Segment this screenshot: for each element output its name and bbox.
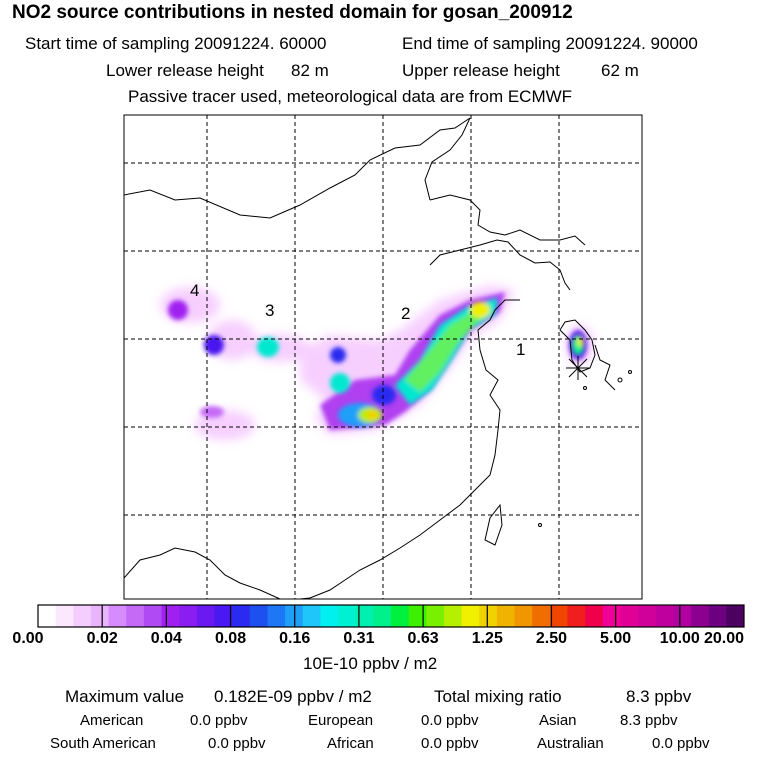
colorbar-cell — [320, 605, 339, 627]
colorbar — [37, 604, 745, 628]
colorbar-cell — [602, 605, 621, 627]
region-name-asian: Asian — [539, 712, 577, 729]
upper-release-value: 62 m — [601, 61, 639, 80]
colorbar-cell — [179, 605, 198, 627]
region-name-australian: Australian — [537, 735, 604, 752]
colorbar-tick-label: 0.16 — [279, 630, 311, 647]
map-border — [123, 114, 643, 600]
colorbar-cell — [638, 605, 657, 627]
region-name-european: European — [308, 712, 374, 729]
colorbar-cell — [108, 605, 127, 627]
colorbar-cell — [691, 605, 710, 627]
colorbar-tick-label: 1.25 — [471, 630, 503, 647]
colorbar-cell — [726, 605, 745, 627]
colorbar-cell — [426, 605, 445, 627]
colorbar-cell — [302, 605, 321, 627]
max-value-label: Maximum value — [65, 687, 185, 706]
colorbar-cell — [355, 605, 374, 627]
end-time-label: End time of sampling 20091224. 90000 — [402, 34, 698, 53]
colorbar-cell — [143, 605, 163, 627]
map-plot: 4 3 2 1 — [123, 114, 643, 600]
region-value-south-american: 0.0 ppbv — [208, 735, 266, 752]
colorbar-cell — [673, 605, 692, 627]
colorbar-cell — [232, 605, 251, 627]
colorbar-cell — [461, 605, 480, 627]
source-label-4: 4 — [190, 281, 199, 300]
colorbar-tick-label: 10.00 — [659, 630, 700, 647]
region-value-american: 0.0 ppbv — [190, 712, 248, 729]
chart-title: NO2 source contributions in nested domai… — [12, 2, 573, 23]
colorbar-frame — [37, 604, 745, 628]
colorbar-cell — [161, 605, 180, 627]
colorbar-cell — [267, 605, 286, 627]
colorbar-cell — [514, 605, 533, 627]
colorbar-cell — [585, 605, 604, 627]
colorbar-cell — [443, 605, 463, 627]
tracer-note: Passive tracer used, meteorological data… — [128, 87, 573, 106]
region-name-american: American — [80, 712, 144, 729]
colorbar-cell — [620, 605, 639, 627]
total-mixing-value: 8.3 ppbv — [626, 687, 692, 706]
colorbar-cell — [38, 605, 57, 627]
colorbar-cell — [532, 605, 551, 627]
colorbar-cell — [655, 605, 674, 627]
colorbar-cell — [549, 605, 568, 627]
source-label-1: 1 — [516, 340, 525, 359]
colorbar-tick-label: 20.00 — [703, 630, 745, 647]
upper-release-label: Upper release height — [402, 61, 560, 80]
region-name-african: African — [327, 735, 374, 752]
colorbar-cell — [126, 605, 145, 627]
colorbar-cell — [196, 605, 215, 627]
colorbar-cell — [338, 605, 357, 627]
colorbar-tick-label: 0.02 — [86, 630, 118, 647]
colorbar-cell — [55, 605, 74, 627]
colorbar-tick-label: 0.04 — [150, 630, 182, 647]
source-label-2: 2 — [401, 304, 410, 323]
colorbar-cell — [214, 605, 233, 627]
lat-lon-grid — [124, 115, 642, 599]
colorbar-cell — [708, 605, 727, 627]
colorbar-tick-label: 2.50 — [535, 630, 568, 647]
region-value-european: 0.0 ppbv — [421, 712, 479, 729]
colorbar-tick-label: 0.63 — [407, 630, 439, 647]
max-value: 0.182E-09 ppbv / m2 — [214, 687, 372, 706]
concentration-field — [160, 285, 594, 440]
total-mixing-label: Total mixing ratio — [434, 687, 562, 706]
start-time-label: Start time of sampling 20091224. 60000 — [25, 34, 327, 53]
colorbar-cell — [90, 605, 110, 627]
lower-release-value: 82 m — [291, 61, 329, 80]
colorbar-tick-label: 0.31 — [343, 630, 375, 647]
colorbar-cell — [391, 605, 410, 627]
lower-release-label: Lower release height — [106, 61, 264, 80]
region-value-asian: 8.3 ppbv — [620, 712, 678, 729]
source-label-3: 3 — [265, 301, 274, 320]
colorbar-tick-label: 0.08 — [214, 630, 247, 647]
colorbar-cell — [73, 605, 92, 627]
region-value-african: 0.0 ppbv — [421, 735, 479, 752]
colorbar-tick-label: 5.00 — [600, 630, 632, 647]
colorbar-cell — [408, 605, 427, 627]
region-name-south-american: South American — [50, 735, 156, 752]
colorbar-tick-label: 0.00 — [12, 630, 44, 647]
coastlines — [124, 117, 632, 599]
receptor-star-icon — [566, 356, 590, 380]
colorbar-cell — [373, 605, 392, 627]
colorbar-cell — [496, 605, 516, 627]
colorbar-cell — [479, 605, 498, 627]
colorbar-cell — [567, 605, 586, 627]
region-value-australian: 0.0 ppbv — [652, 735, 710, 752]
colorbar-unit-label: 10E-10 ppbv / m2 — [303, 654, 438, 673]
colorbar-cell — [249, 605, 268, 627]
